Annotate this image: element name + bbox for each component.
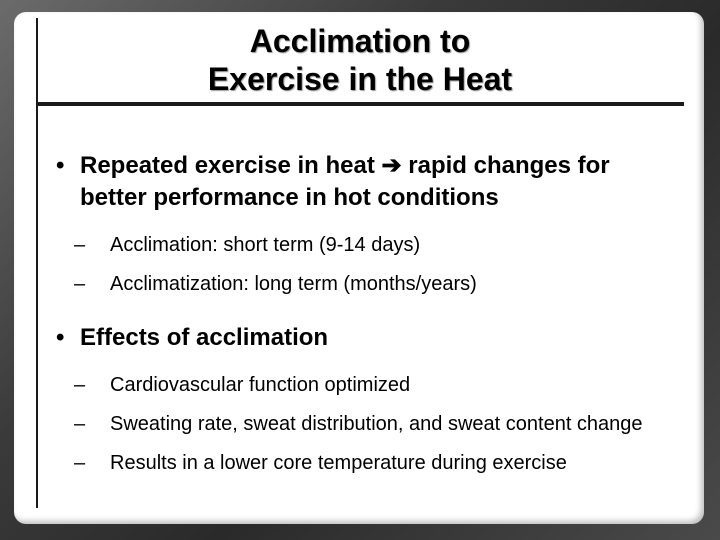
sub-bullet-item: – Acclimatization: long term (months/yea… (56, 269, 676, 300)
sub-bullet-text: Cardiovascular function optimized (110, 374, 411, 396)
slide (14, 12, 704, 524)
bullet-text: rapid changes for better performance in … (80, 152, 610, 211)
sub-bullet-item: – Sweating rate, sweat distribution, and… (56, 409, 676, 440)
arrow-right-icon: ➔ (381, 152, 402, 179)
sub-bullet-item: – Cardiovascular function optimized (56, 370, 676, 401)
bullet-item: • Repeated exercise in heat ➔ rapid chan… (56, 150, 676, 214)
left-divider (36, 18, 38, 508)
dash-icon: – (74, 413, 86, 435)
sub-bullet-text: Acclimation: short term (9-14 days) (110, 234, 421, 256)
title-divider (36, 102, 684, 106)
slide-title: Acclimation to Exercise in the Heat (40, 22, 680, 98)
bullet-dot-icon: • (56, 152, 65, 179)
sub-bullet-text: Sweating rate, sweat distribution, and s… (110, 413, 643, 435)
dash-icon: – (74, 374, 86, 396)
sub-bullet-item: – Acclimation: short term (9-14 days) (56, 230, 676, 261)
bullet-text: Repeated exercise in heat (80, 152, 375, 179)
dash-icon: – (74, 273, 86, 295)
bullet-item: • Effects of acclimation (56, 322, 676, 354)
dash-icon: – (74, 452, 86, 474)
title-line-1: Acclimation to (249, 23, 471, 59)
dash-icon: – (74, 234, 86, 256)
sub-bullet-text: Acclimatization: long term (months/years… (110, 273, 477, 295)
slide-body: • Repeated exercise in heat ➔ rapid chan… (56, 150, 676, 479)
sub-bullet-text: Results in a lower core temperature duri… (110, 452, 567, 474)
title-line-2: Exercise in the Heat (207, 61, 513, 97)
bullet-dot-icon: • (56, 324, 65, 351)
sub-bullet-item: – Results in a lower core temperature du… (56, 448, 676, 479)
bullet-text: Effects of acclimation (80, 324, 329, 351)
